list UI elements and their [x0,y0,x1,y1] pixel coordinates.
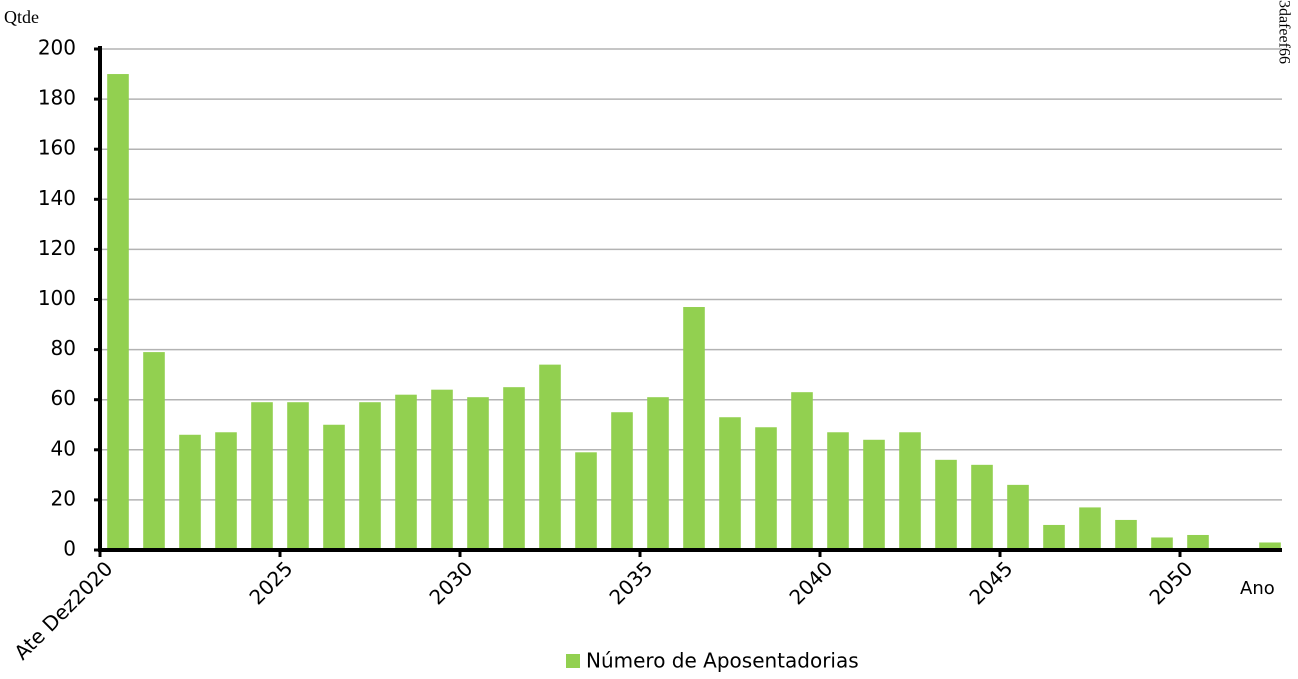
bar [791,392,813,550]
y-tick-label: 120 [38,236,76,260]
bar [1043,524,1065,550]
y-tick-label: 60 [51,386,76,410]
bar [971,464,993,550]
legend: Número de Aposentadorias [566,649,859,673]
bar [1007,484,1029,550]
y-tick-label: 0 [63,537,76,561]
bar [1259,542,1281,550]
x-tick-label: 2040 [784,556,837,609]
y-tick-label: 200 [38,36,76,60]
y-tick-label: 40 [51,436,76,460]
bar [323,424,345,550]
bar [359,402,381,550]
x-tick-label: 2045 [964,556,1017,609]
x-tick-label: 2050 [1144,556,1197,609]
bar [107,74,129,551]
bar [143,352,165,550]
x-axis-label: Ano [1240,578,1275,599]
bar [1079,507,1101,550]
bar [575,452,597,550]
watermark: 3dafeef66 [1275,0,1292,64]
y-tick-label: 20 [51,486,76,510]
bar [899,432,921,550]
bar [251,402,273,550]
bar [1151,537,1173,550]
bar [539,364,561,550]
legend-swatch [566,654,580,668]
y-tick-label: 80 [51,336,76,360]
bar [467,397,489,550]
y-axis-label: Qtde [4,7,39,27]
x-tick-label: 2025 [244,556,297,609]
bar [935,459,957,550]
y-tick-label: 100 [38,286,76,310]
y-tick-label: 180 [38,86,76,110]
y-tick-label: 140 [38,186,76,210]
bar [647,397,669,550]
bar [179,434,201,550]
bar [863,439,885,550]
x-tick-label: Ate Dez2020 [9,556,117,664]
x-tick-label: 2030 [424,556,477,609]
bar [1115,519,1137,550]
bar [431,389,453,550]
legend-label: Número de Aposentadorias [586,649,859,673]
bar [215,432,237,550]
bar [1187,534,1209,550]
x-tick-label: 2035 [604,556,657,609]
bar [503,387,525,550]
bar [683,307,705,550]
bar [719,417,741,550]
bar [827,432,849,550]
bar [287,402,309,550]
bar [755,427,777,550]
y-tick-label: 160 [38,136,76,160]
bar [395,394,417,550]
bar [611,412,633,550]
